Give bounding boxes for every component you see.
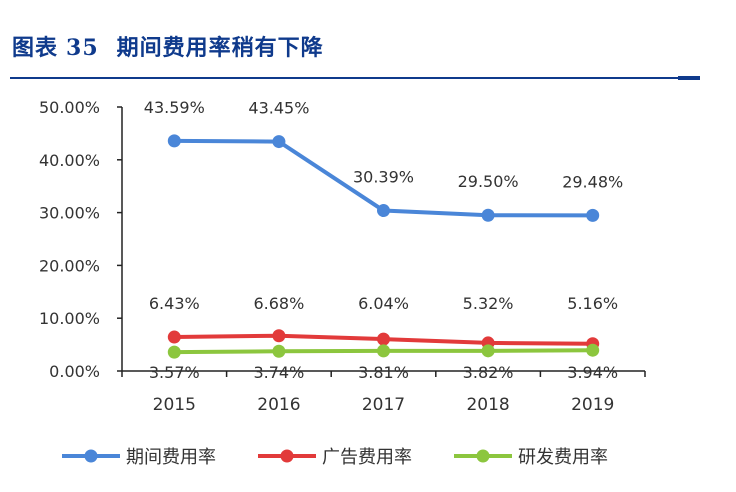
title-divider	[10, 77, 680, 79]
data-point	[586, 343, 600, 357]
legend-marker	[280, 449, 294, 463]
data-label: 6.43%	[149, 294, 200, 313]
data-point	[377, 204, 390, 218]
data-point	[481, 208, 495, 222]
data-label: 29.50%	[458, 172, 519, 191]
x-tick-label: 2016	[257, 395, 300, 415]
legend-item-2: 广告费用率	[258, 447, 412, 468]
y-tick-label: 0.00%	[49, 362, 100, 381]
data-point	[481, 344, 495, 358]
y-tick-label: 40.00%	[39, 151, 100, 170]
data-point	[167, 330, 181, 344]
legend-label: 研发费用率	[518, 447, 608, 468]
legend-label: 广告费用率	[322, 447, 412, 468]
data-label: 3.82%	[463, 363, 514, 382]
data-point	[377, 332, 390, 346]
data-point	[167, 345, 181, 359]
data-point	[272, 329, 286, 343]
data-point	[377, 344, 390, 358]
y-tick-label: 20.00%	[39, 256, 100, 275]
legend-item-1: 期间费用率	[62, 447, 216, 468]
y-tick-label: 30.00%	[39, 204, 100, 223]
chart-title: 图表 35 期间费用率稍有下降	[12, 30, 324, 62]
data-label: 3.57%	[149, 363, 200, 382]
data-label: 30.39%	[353, 168, 414, 187]
data-label: 3.81%	[358, 363, 409, 382]
legend-label: 期间费用率	[126, 447, 216, 468]
data-label: 43.59%	[144, 98, 205, 117]
y-tick-label: 10.00%	[39, 309, 100, 328]
legend-item-3: 研发费用率	[454, 447, 608, 468]
title-number: 35	[66, 35, 99, 61]
data-point	[586, 208, 600, 222]
x-tick-label: 2015	[153, 395, 196, 415]
title-divider-accent	[678, 76, 700, 80]
x-tick-label: 2017	[362, 395, 405, 415]
data-label: 3.74%	[253, 363, 304, 382]
title-prefix: 图表	[12, 35, 59, 61]
data-label: 6.68%	[253, 294, 304, 313]
series-1: 43.59% 43.45% 30.39% 29.50% 29.48%	[144, 98, 623, 222]
data-point	[272, 344, 286, 358]
series-3: 3.57% 3.74% 3.81% 3.82% 3.94%	[149, 343, 618, 382]
legend-marker	[84, 449, 98, 463]
data-label: 6.04%	[358, 294, 409, 313]
data-point	[167, 134, 181, 148]
data-label: 43.45%	[248, 99, 309, 118]
legend-marker	[476, 449, 490, 463]
x-tick-label: 2018	[466, 395, 509, 415]
data-label: 5.16%	[567, 294, 618, 313]
y-tick-label: 50.00%	[39, 98, 100, 117]
title-text: 期间费用率稍有下降	[116, 35, 324, 61]
series-2: 6.43% 6.68% 6.04% 5.32% 5.16%	[149, 294, 618, 351]
data-label: 3.94%	[567, 363, 618, 382]
data-label: 29.48%	[562, 172, 623, 191]
data-label: 5.32%	[463, 294, 514, 313]
x-tick-label: 2019	[571, 395, 614, 415]
data-point	[272, 135, 286, 149]
